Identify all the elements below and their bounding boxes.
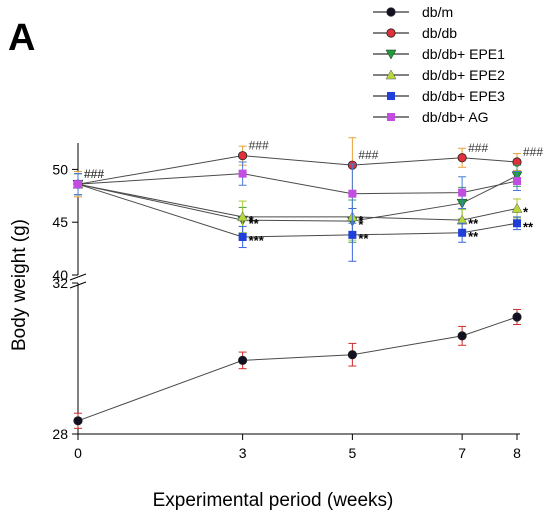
x-tick-label-7: 7 — [458, 445, 466, 461]
data-point-4-4 — [513, 219, 521, 228]
series-1: ### ### ### ### ### — [73, 137, 543, 198]
significance-label-2-2: * — [358, 217, 364, 232]
series-line-5 — [77, 173, 518, 195]
significance-label-4-1: *** — [249, 233, 265, 248]
legend-label-1: db/db — [422, 25, 457, 41]
y-tick-label-50: 50 — [52, 161, 68, 177]
legend-marker-3 — [385, 69, 397, 80]
significance-label-4-2: ** — [358, 231, 369, 246]
significance-label-3-2: * — [358, 213, 364, 228]
legend-marker-4 — [387, 92, 395, 100]
data-point-3-1 — [237, 211, 249, 222]
series-line-0 — [77, 316, 518, 422]
significance-label-1-2: ### — [358, 148, 378, 162]
series-5: ### — [74, 161, 521, 224]
panel-label: A — [8, 17, 35, 59]
y-tick-label-45: 45 — [52, 214, 68, 230]
data-point-0-1 — [238, 355, 248, 365]
significance-label-1-1: ### — [249, 139, 269, 153]
data-point-4-1 — [238, 232, 247, 241]
series-4: *** ** **** — [74, 173, 534, 262]
legend-marker-5 — [387, 113, 395, 121]
plot-series: ############ ###** ** * ****** ** ****### — [72, 137, 543, 429]
x-axis-title: Experimental period (weeks) — [153, 490, 394, 511]
data-point-0-2 — [347, 350, 357, 360]
x-tick-label-0: 0 — [74, 445, 82, 461]
data-point-0-0 — [73, 416, 83, 426]
y-tick-label-32: 32 — [52, 275, 68, 291]
legend-label-4: db/db+ EPE3 — [422, 88, 505, 104]
legend: db/m db/db db/db+ EPE1 db/db+ EPE2 db/db+ EP… — [373, 4, 505, 125]
y-ticks: 40 45 50 28 32 — [52, 161, 78, 442]
legend-label-3: db/db+ EPE2 — [422, 67, 505, 83]
data-point-5-0 — [74, 180, 82, 189]
data-point-1-1 — [238, 151, 248, 161]
series-line-4 — [77, 183, 518, 238]
axis-break-mark-top — [69, 273, 87, 281]
significance-label-2-1: ** — [249, 216, 260, 231]
data-point-5-3 — [458, 188, 467, 197]
series-line-3 — [77, 183, 518, 221]
legend-marker-1 — [386, 28, 396, 38]
data-point-3-4 — [511, 202, 523, 213]
y-tick-label-40: 40 — [52, 267, 68, 283]
significance-label-5-0: ### — [84, 167, 104, 181]
legend-label-0: db/m — [422, 4, 453, 20]
significance-label-1-0: ### — [84, 167, 104, 181]
legend-label-5: db/db+ AG — [422, 109, 489, 125]
data-point-4-3 — [458, 228, 467, 237]
data-point-1-3 — [457, 153, 467, 163]
series-line-2 — [77, 175, 518, 222]
legend-marker-0 — [386, 7, 396, 17]
data-point-0-3 — [457, 331, 467, 341]
y-tick-label-28: 28 — [52, 426, 68, 442]
significance-label-3-3: ** — [468, 216, 479, 231]
legend-label-2: db/db+ EPE1 — [422, 46, 505, 62]
data-point-4-2 — [348, 230, 357, 239]
x-ticks: 0 3 5 7 8 — [74, 434, 521, 461]
data-point-0-4 — [512, 312, 522, 322]
significance-label-3-1: * — [249, 213, 255, 228]
significance-label-4-3: ** — [468, 229, 479, 244]
significance-label-1-3: ### — [468, 141, 488, 155]
significance-label-4-4: ** — [523, 219, 534, 234]
y-axis-title: Body weight (g) — [9, 219, 30, 351]
data-point-5-1 — [238, 169, 247, 178]
x-tick-label-8: 8 — [513, 445, 521, 461]
axis-break-mark-bottom — [69, 281, 87, 289]
data-point-5-4 — [513, 177, 521, 186]
x-tick-label-5: 5 — [348, 445, 356, 461]
axes — [69, 143, 520, 435]
x-tick-label-3: 3 — [239, 445, 247, 461]
significance-label-3-4: * — [523, 204, 529, 219]
series-0 — [73, 308, 522, 429]
legend-marker-2 — [385, 49, 397, 60]
significance-label-1-4: ### — [523, 145, 543, 159]
data-point-5-2 — [348, 189, 357, 198]
